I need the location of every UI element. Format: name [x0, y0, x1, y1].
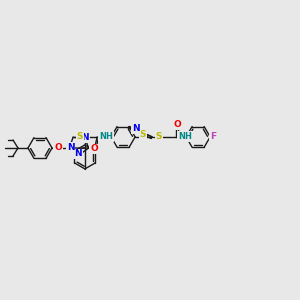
Text: NH: NH — [178, 132, 192, 141]
Text: N: N — [74, 149, 82, 158]
Text: NH: NH — [99, 132, 113, 141]
Text: N: N — [67, 142, 74, 152]
Text: S: S — [156, 132, 162, 141]
Text: N: N — [132, 124, 140, 133]
Text: S: S — [140, 130, 146, 140]
Text: O: O — [54, 143, 62, 152]
Text: O: O — [90, 144, 98, 153]
Text: F: F — [210, 132, 216, 141]
Text: N: N — [81, 134, 89, 142]
Text: S: S — [77, 132, 83, 141]
Text: O: O — [173, 120, 181, 129]
